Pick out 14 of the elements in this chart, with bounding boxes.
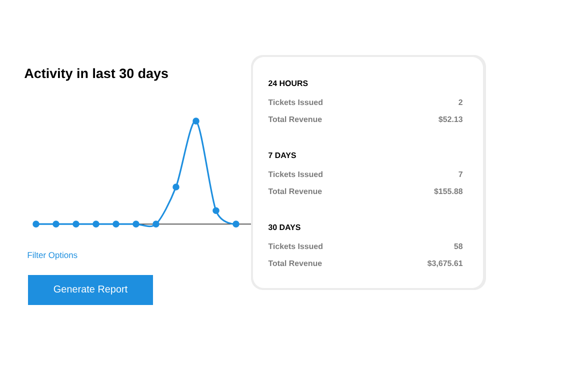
point xyxy=(32,220,40,228)
point xyxy=(212,207,220,214)
point xyxy=(232,220,240,228)
text: Generate Report xyxy=(54,285,128,295)
text: Filter Options xyxy=(28,252,78,260)
point xyxy=(172,184,180,190)
chart-title: Activity in last 30 days xyxy=(24,68,168,81)
point xyxy=(132,220,140,228)
point xyxy=(152,220,160,228)
point xyxy=(192,118,200,124)
point xyxy=(92,220,100,228)
point xyxy=(72,220,80,228)
point xyxy=(112,220,120,228)
point xyxy=(52,220,60,228)
